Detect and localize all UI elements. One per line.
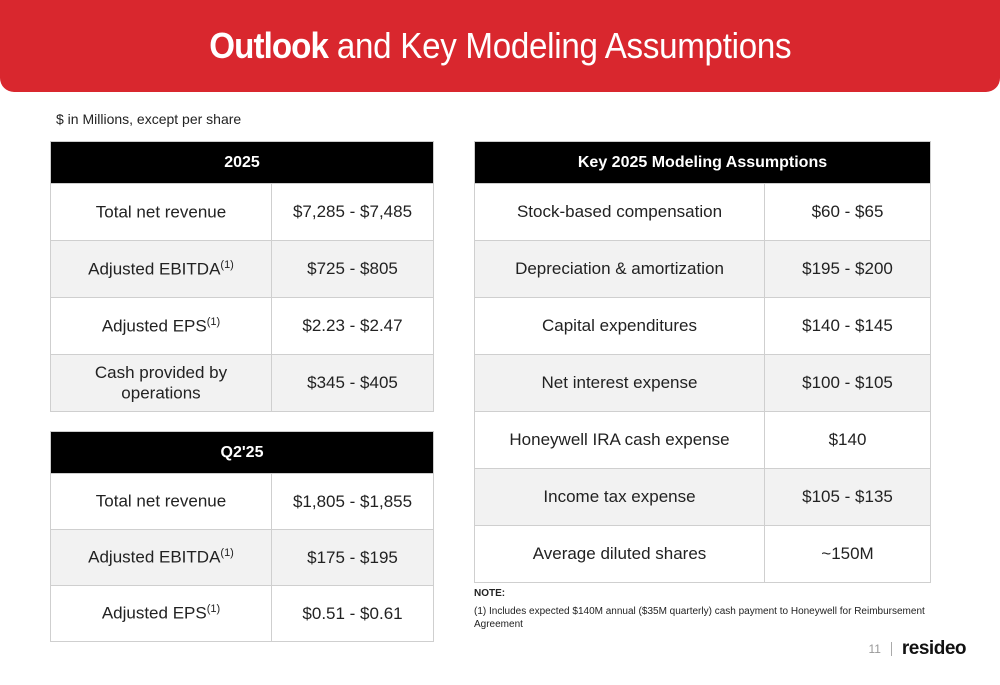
row-value: $1,805 - $1,855 bbox=[270, 473, 435, 530]
outlook-2025-table: 2025 Total net revenue $7,285 - $7,485 A… bbox=[50, 141, 434, 412]
row-label: Adjusted EPS(1) bbox=[50, 297, 272, 355]
key-assumptions-table: Key 2025 Modeling Assumptions Stock-base… bbox=[474, 141, 931, 583]
row-label: Total net revenue bbox=[50, 473, 272, 530]
row-value: $725 - $805 bbox=[271, 240, 434, 298]
row-label: Total net revenue bbox=[50, 183, 272, 241]
table-row: Adjusted EPS(1) $2.23 - $2.47 bbox=[50, 297, 434, 355]
row-label: Adjusted EBITDA(1) bbox=[50, 529, 272, 586]
units-note: $ in Millions, except per share bbox=[56, 111, 242, 127]
table-row: Average diluted shares ~150M bbox=[474, 525, 931, 583]
row-label: Income tax expense bbox=[474, 468, 765, 526]
row-value: $100 - $105 bbox=[764, 354, 931, 412]
row-label: Capital expenditures bbox=[474, 297, 765, 355]
table-row: Total net revenue $7,285 - $7,485 bbox=[50, 183, 434, 241]
title-banner: Outlook and Key Modeling Assumptions bbox=[0, 0, 1000, 92]
row-label: Net interest expense bbox=[474, 354, 765, 412]
table-row: Adjusted EBITDA(1) $175 - $195 bbox=[50, 529, 435, 586]
row-value: ~150M bbox=[764, 525, 931, 583]
footnote: NOTE: (1) Includes expected $140M annual… bbox=[474, 587, 934, 631]
table-2025-heading: 2025 bbox=[50, 141, 434, 184]
row-value: $140 - $145 bbox=[764, 297, 931, 355]
row-value: $0.51 - $0.61 bbox=[270, 585, 435, 642]
row-label: Adjusted EBITDA(1) bbox=[50, 240, 272, 298]
table-row: Honeywell IRA cash expense $140 bbox=[474, 411, 931, 469]
table-row: Income tax expense $105 - $135 bbox=[474, 468, 931, 526]
row-label: Cash provided by operations bbox=[50, 354, 272, 412]
table-row: Adjusted EBITDA(1) $725 - $805 bbox=[50, 240, 434, 298]
row-value: $140 bbox=[764, 411, 931, 469]
page-title-rest: and Key Modeling Assumptions bbox=[327, 25, 792, 66]
row-value: $60 - $65 bbox=[764, 183, 931, 241]
resideo-logo: resideo bbox=[901, 638, 967, 659]
table-q2-heading: Q2'25 bbox=[49, 431, 435, 474]
row-value: $2.23 - $2.47 bbox=[271, 297, 434, 355]
page-title: Outlook and Key Modeling Assumptions bbox=[209, 25, 791, 67]
row-label: Average diluted shares bbox=[474, 525, 765, 583]
row-value: $7,285 - $7,485 bbox=[271, 183, 434, 241]
table-row: Capital expenditures $140 - $145 bbox=[474, 297, 931, 355]
page-title-bold: Outlook bbox=[209, 25, 329, 66]
slide-footer: 11 resideo bbox=[868, 638, 966, 660]
row-label: Stock-based compensation bbox=[474, 183, 765, 241]
table-row: Adjusted EPS(1) $0.51 - $0.61 bbox=[50, 585, 435, 642]
footnote-label: NOTE: bbox=[474, 588, 506, 599]
table-row: Cash provided by operations $345 - $405 bbox=[50, 354, 434, 412]
row-label: Adjusted EPS(1) bbox=[50, 585, 272, 642]
row-label: Depreciation & amortization bbox=[474, 240, 765, 298]
table-row: Stock-based compensation $60 - $65 bbox=[474, 183, 931, 241]
row-value: $105 - $135 bbox=[764, 468, 931, 526]
key-assumptions-heading: Key 2025 Modeling Assumptions bbox=[474, 141, 931, 184]
row-label: Honeywell IRA cash expense bbox=[474, 411, 765, 469]
page-number: 11 bbox=[868, 642, 881, 656]
footer-divider bbox=[890, 642, 892, 656]
table-row: Depreciation & amortization $195 - $200 bbox=[474, 240, 931, 298]
row-value: $175 - $195 bbox=[270, 529, 435, 586]
table-row: Net interest expense $100 - $105 bbox=[474, 354, 931, 412]
row-value: $345 - $405 bbox=[271, 354, 434, 412]
table-row: Total net revenue $1,805 - $1,855 bbox=[50, 473, 435, 530]
row-value: $195 - $200 bbox=[764, 240, 931, 298]
footnote-text: (1) Includes expected $140M annual ($35M… bbox=[474, 606, 925, 630]
outlook-q2-table: Q2'25 Total net revenue $1,805 - $1,855 … bbox=[49, 431, 435, 642]
